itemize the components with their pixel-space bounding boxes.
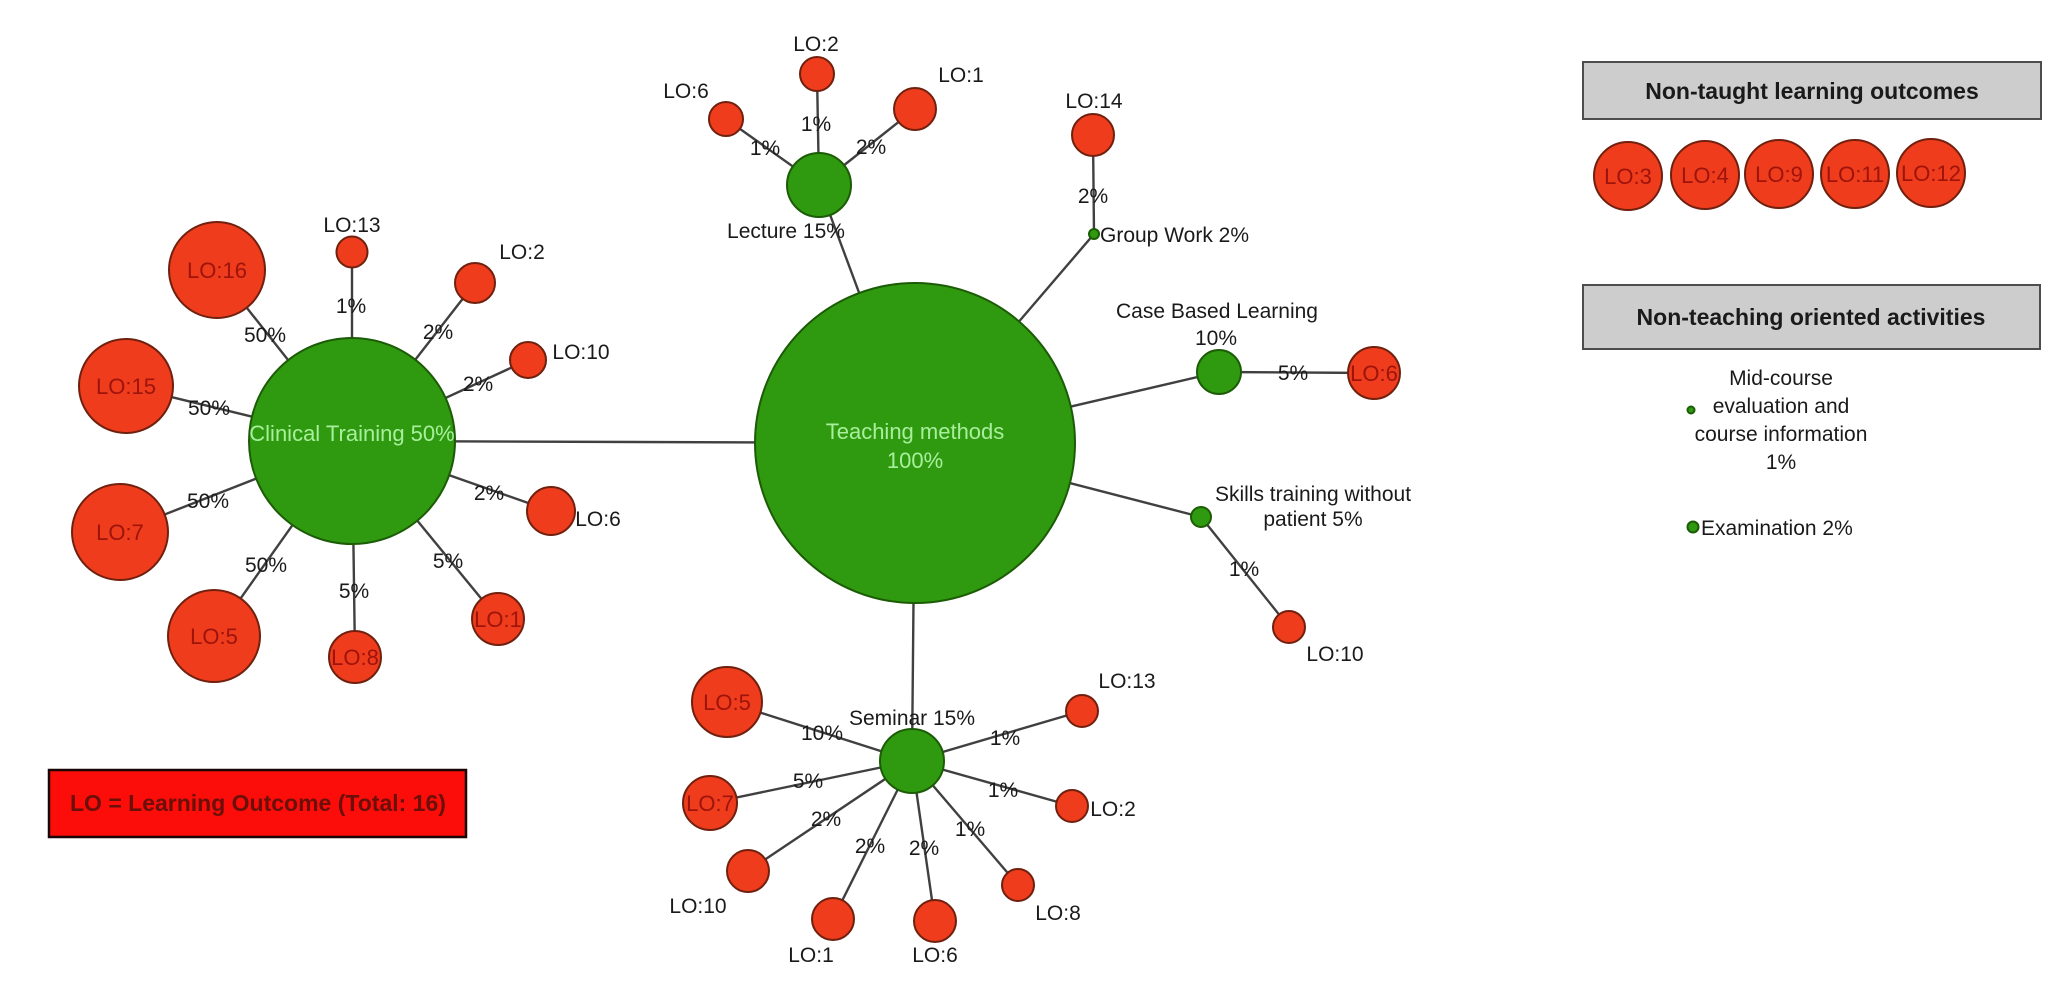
svg-text:Case Based Learning: Case Based Learning [1116, 300, 1318, 323]
svg-text:Group Work 2%: Group Work 2% [1100, 224, 1249, 247]
svg-text:LO:7: LO:7 [96, 520, 144, 545]
svg-text:LO:5: LO:5 [703, 690, 751, 715]
svg-text:2%: 2% [423, 321, 453, 344]
svg-text:Lecture 15%: Lecture 15% [727, 220, 845, 243]
svg-text:1%: 1% [955, 818, 985, 841]
svg-text:1%: 1% [1766, 451, 1796, 474]
svg-text:100%: 100% [887, 448, 943, 473]
svg-text:5%: 5% [1278, 362, 1308, 385]
svg-text:LO:15: LO:15 [96, 374, 156, 399]
svg-text:LO:9: LO:9 [1755, 162, 1803, 187]
svg-text:LO:16: LO:16 [187, 258, 247, 283]
svg-text:1%: 1% [801, 113, 831, 136]
svg-text:2%: 2% [1078, 185, 1108, 208]
svg-text:LO:6: LO:6 [575, 508, 621, 531]
svg-text:patient 5%: patient 5% [1263, 508, 1362, 531]
svg-text:2%: 2% [855, 835, 885, 858]
svg-text:LO:8: LO:8 [1035, 902, 1081, 925]
svg-text:LO:1: LO:1 [788, 944, 834, 967]
svg-text:LO:10: LO:10 [552, 341, 609, 364]
svg-text:1%: 1% [988, 779, 1018, 802]
svg-text:LO:13: LO:13 [323, 214, 380, 237]
svg-text:2%: 2% [909, 837, 939, 860]
svg-text:LO:2: LO:2 [499, 241, 545, 264]
svg-text:Seminar 15%: Seminar 15% [849, 707, 975, 730]
svg-text:course information: course information [1695, 423, 1868, 446]
svg-text:LO:4: LO:4 [1681, 163, 1729, 188]
svg-text:5%: 5% [433, 550, 463, 573]
svg-text:LO:1: LO:1 [474, 607, 522, 632]
svg-text:50%: 50% [244, 324, 286, 347]
svg-text:1%: 1% [750, 137, 780, 160]
svg-text:Teaching methods: Teaching methods [826, 419, 1005, 444]
svg-text:Mid-course: Mid-course [1729, 367, 1833, 390]
svg-text:LO:13: LO:13 [1098, 670, 1155, 693]
svg-text:1%: 1% [1229, 558, 1259, 581]
svg-text:1%: 1% [990, 727, 1020, 750]
svg-text:2%: 2% [811, 808, 841, 831]
svg-text:50%: 50% [188, 397, 230, 420]
svg-text:LO:2: LO:2 [793, 33, 839, 56]
svg-text:Clinical Training 50%: Clinical Training 50% [249, 421, 454, 446]
svg-text:2%: 2% [474, 482, 504, 505]
svg-text:LO:10: LO:10 [669, 895, 726, 918]
svg-text:LO:12: LO:12 [1901, 161, 1961, 186]
svg-text:LO:14: LO:14 [1065, 90, 1123, 113]
svg-text:LO:7: LO:7 [686, 791, 734, 816]
svg-text:Non-teaching oriented activiti: Non-teaching oriented activities [1637, 304, 1986, 330]
svg-text:2%: 2% [856, 136, 886, 159]
svg-text:2%: 2% [463, 373, 493, 396]
svg-text:LO:3: LO:3 [1604, 164, 1652, 189]
svg-text:5%: 5% [339, 580, 369, 603]
svg-text:LO:6: LO:6 [1350, 361, 1398, 386]
svg-text:5%: 5% [793, 770, 823, 793]
svg-text:evaluation and: evaluation and [1713, 395, 1850, 418]
svg-text:10%: 10% [1195, 327, 1237, 350]
svg-text:10%: 10% [801, 722, 843, 745]
svg-text:LO = Learning Outcome (Total:: LO = Learning Outcome (Total: 16) [70, 790, 446, 816]
svg-text:LO:10: LO:10 [1306, 643, 1363, 666]
svg-text:Non-taught learning outcomes: Non-taught learning outcomes [1645, 78, 1979, 104]
svg-text:LO:6: LO:6 [663, 80, 709, 103]
svg-text:LO:6: LO:6 [912, 944, 958, 967]
svg-text:LO:5: LO:5 [190, 624, 238, 649]
svg-text:1%: 1% [336, 295, 366, 318]
svg-text:Skills training without: Skills training without [1215, 483, 1411, 506]
svg-text:LO:2: LO:2 [1090, 798, 1136, 821]
svg-text:50%: 50% [187, 490, 229, 513]
svg-text:LO:11: LO:11 [1826, 162, 1884, 187]
svg-text:Examination 2%: Examination 2% [1701, 517, 1853, 540]
svg-text:LO:8: LO:8 [331, 645, 379, 670]
svg-text:50%: 50% [245, 554, 287, 577]
svg-text:LO:1: LO:1 [938, 64, 984, 87]
